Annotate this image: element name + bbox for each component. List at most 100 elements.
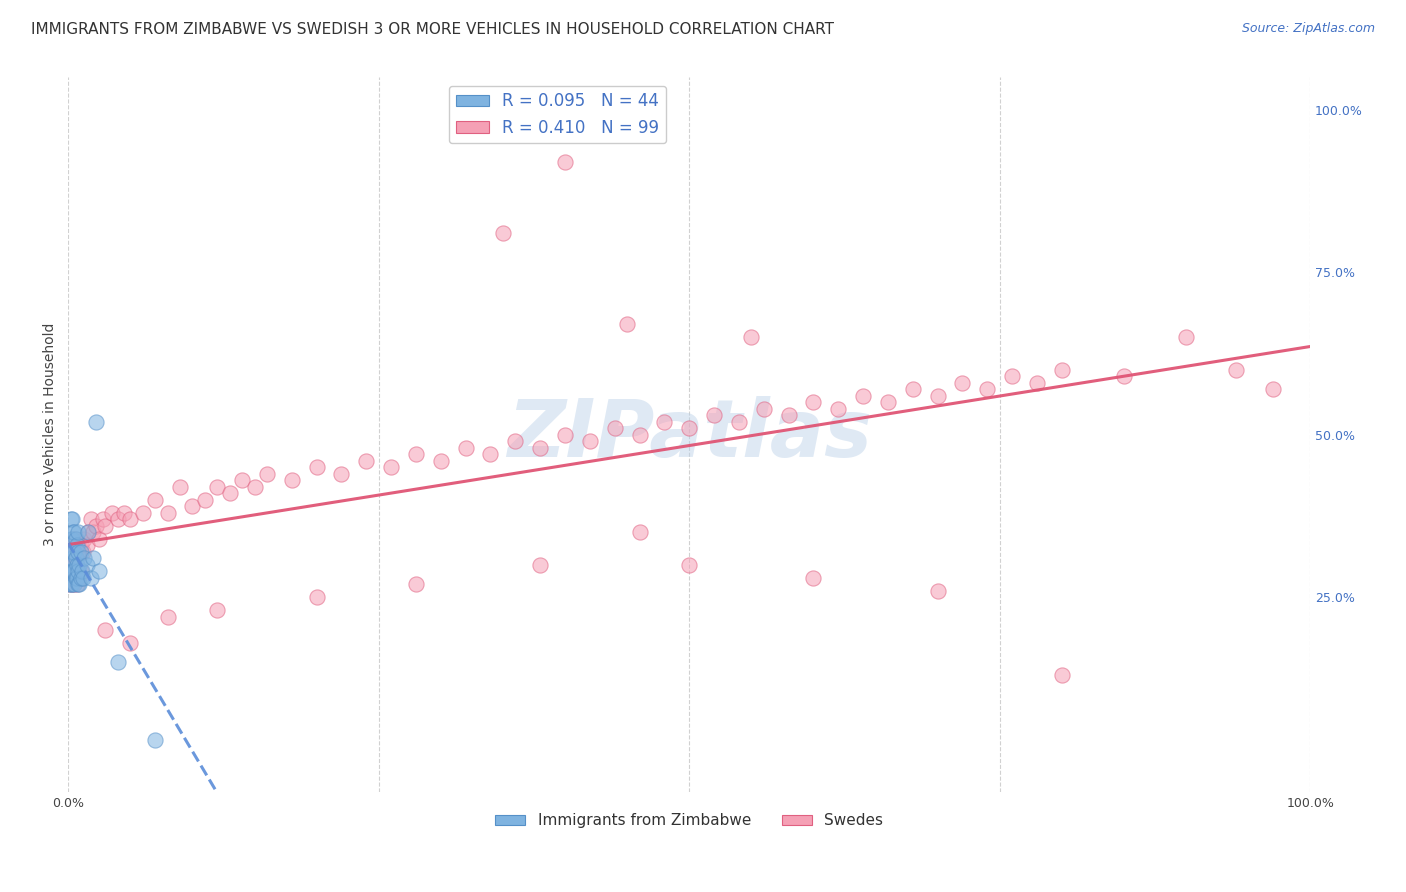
Point: [63, 577, 86, 591]
Point: [952, 376, 974, 390]
Point: [59, 558, 82, 572]
Point: [1225, 363, 1247, 377]
Point: [60, 577, 83, 591]
Point: [73, 532, 96, 546]
Point: [156, 506, 179, 520]
Point: [554, 154, 576, 169]
Point: [59, 532, 82, 546]
Point: [1001, 369, 1024, 384]
Point: [66, 558, 89, 572]
Point: [67, 577, 90, 591]
Point: [112, 506, 135, 520]
Point: [927, 389, 949, 403]
Point: [405, 447, 427, 461]
Point: [976, 382, 998, 396]
Point: [479, 447, 502, 461]
Point: [852, 389, 875, 403]
Point: [492, 227, 515, 241]
Point: [89, 564, 111, 578]
Point: [107, 655, 129, 669]
Point: [60, 564, 83, 578]
Point: [65, 571, 87, 585]
Point: [778, 408, 800, 422]
Point: [1174, 330, 1197, 344]
Point: [654, 415, 676, 429]
Point: [67, 538, 90, 552]
Point: [628, 525, 651, 540]
Point: [67, 525, 90, 540]
Point: [120, 635, 142, 649]
Point: [430, 453, 453, 467]
Point: [67, 564, 90, 578]
Point: [65, 544, 87, 558]
Point: [63, 544, 86, 558]
Point: [678, 558, 700, 572]
Point: [454, 441, 477, 455]
Point: [1025, 376, 1047, 390]
Point: [1050, 668, 1073, 682]
Point: [82, 551, 104, 566]
Point: [67, 558, 90, 572]
Point: [58, 577, 80, 591]
Point: [305, 460, 328, 475]
Point: [67, 544, 90, 558]
Point: [67, 544, 90, 558]
Point: [63, 564, 86, 578]
Point: [62, 571, 84, 585]
Point: [60, 532, 83, 546]
Point: [79, 512, 101, 526]
Point: [66, 538, 89, 552]
Point: [72, 571, 94, 585]
Point: [877, 395, 900, 409]
Point: [62, 544, 84, 558]
Text: ZIPatlas: ZIPatlas: [506, 396, 872, 474]
Point: [62, 544, 84, 558]
Point: [927, 583, 949, 598]
Point: [59, 571, 82, 585]
Y-axis label: 3 or more Vehicles in Household: 3 or more Vehicles in Household: [44, 323, 58, 547]
Text: IMMIGRANTS FROM ZIMBABWE VS SWEDISH 3 OR MORE VEHICLES IN HOUSEHOLD CORRELATION : IMMIGRANTS FROM ZIMBABWE VS SWEDISH 3 OR…: [31, 22, 834, 37]
Point: [65, 532, 87, 546]
Point: [60, 532, 83, 546]
Point: [65, 551, 87, 566]
Point: [63, 577, 86, 591]
Point: [143, 733, 166, 747]
Point: [207, 480, 229, 494]
Point: [579, 434, 602, 449]
Point: [94, 518, 117, 533]
Point: [100, 506, 122, 520]
Point: [356, 453, 378, 467]
Point: [84, 518, 107, 533]
Point: [207, 603, 229, 617]
Point: [901, 382, 924, 396]
Point: [1050, 363, 1073, 377]
Point: [603, 421, 626, 435]
Point: [218, 486, 240, 500]
Point: [132, 506, 155, 520]
Point: [91, 512, 114, 526]
Point: [60, 577, 83, 591]
Point: [76, 538, 98, 552]
Point: [58, 577, 80, 591]
Point: [94, 623, 117, 637]
Point: [60, 512, 83, 526]
Point: [73, 551, 96, 566]
Point: [107, 512, 129, 526]
Point: [67, 571, 90, 585]
Point: [84, 415, 107, 429]
Point: [243, 480, 266, 494]
Point: [60, 558, 83, 572]
Point: [1261, 382, 1284, 396]
Point: [405, 577, 427, 591]
Point: [89, 532, 111, 546]
Point: [256, 467, 278, 481]
Point: [554, 427, 576, 442]
Point: [529, 441, 551, 455]
Point: [59, 544, 82, 558]
Point: [740, 330, 762, 344]
Point: [803, 395, 825, 409]
Point: [82, 525, 104, 540]
Point: [194, 492, 217, 507]
Point: [69, 571, 91, 585]
Point: [63, 532, 86, 546]
